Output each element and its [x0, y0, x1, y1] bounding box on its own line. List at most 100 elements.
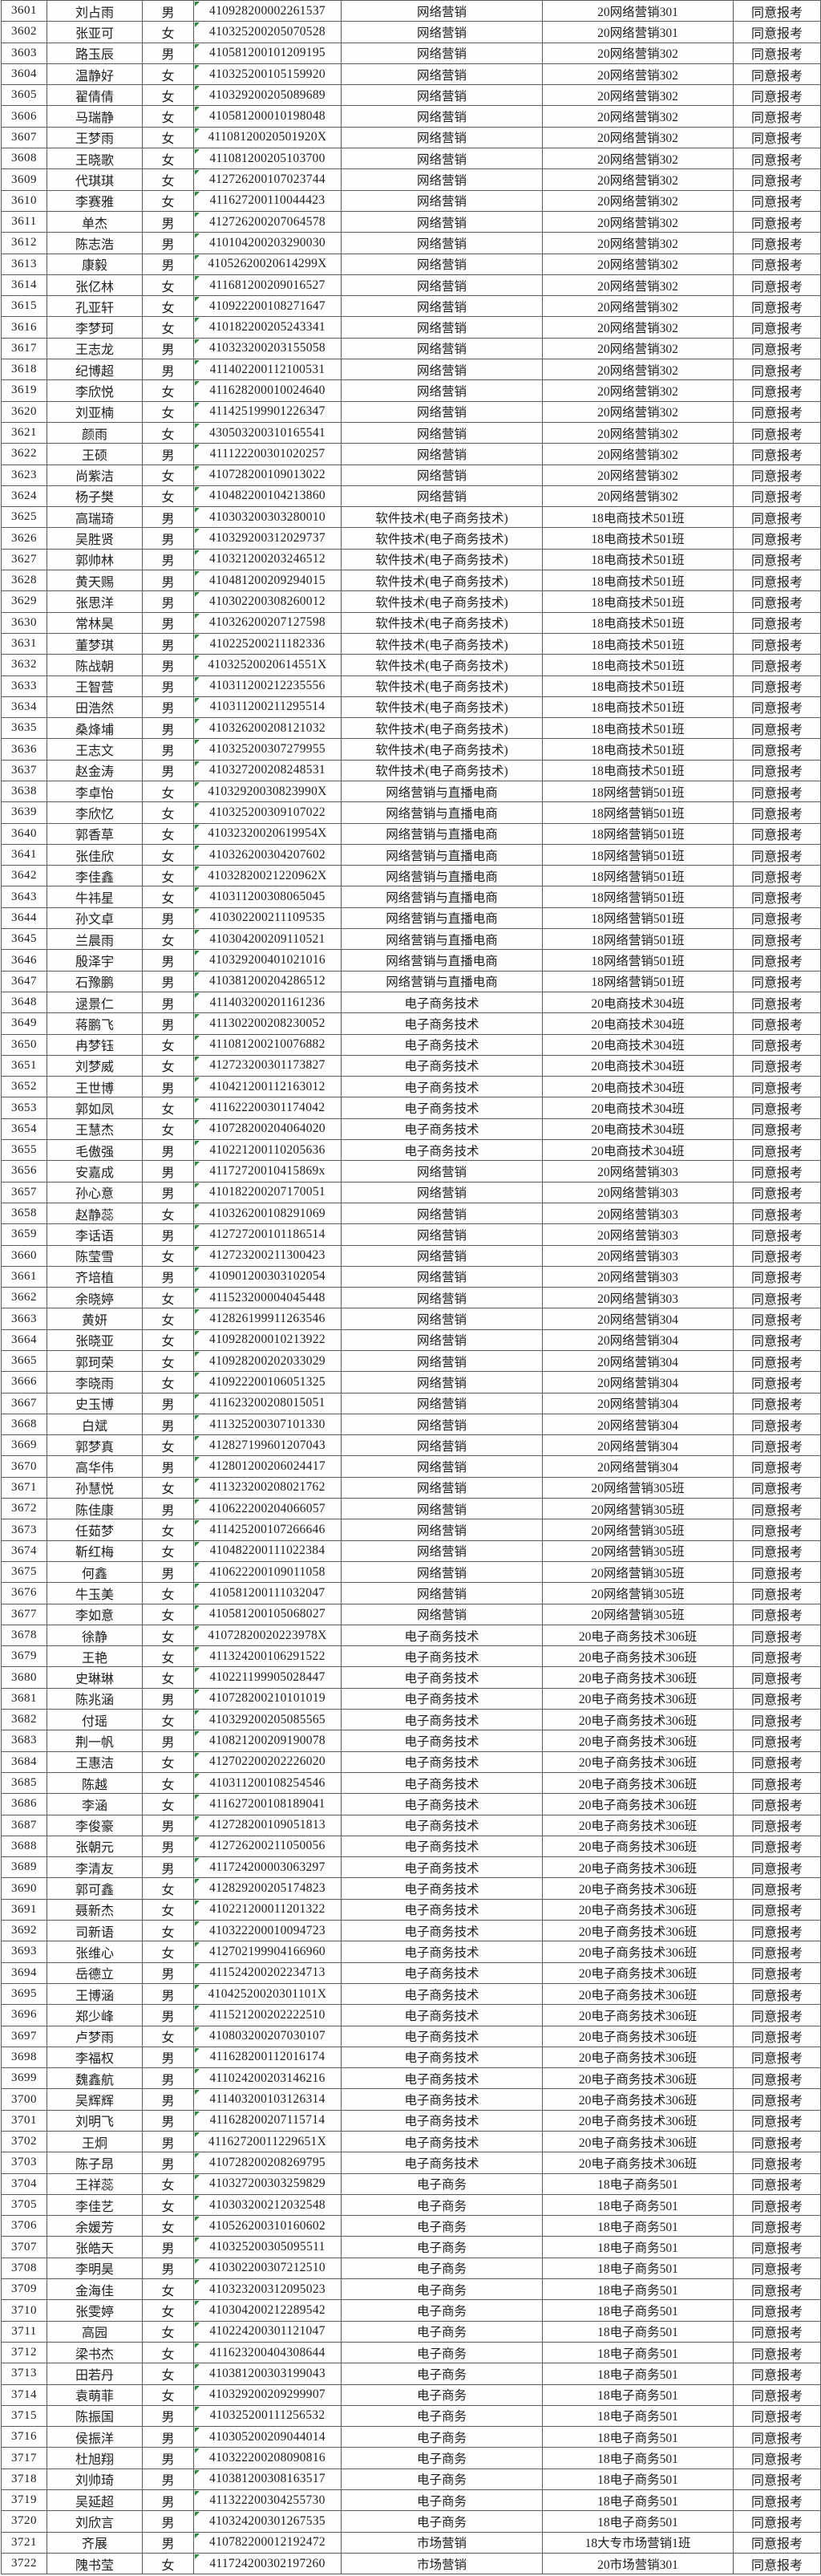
cell-approval-status[interactable]: 同意报考: [733, 527, 821, 550]
cell-student-name[interactable]: 桑烽埔: [47, 717, 143, 740]
cell-student-name[interactable]: 张思洋: [47, 590, 143, 613]
cell-id-number[interactable]: 411627200108189041: [193, 1793, 342, 1815]
cell-approval-status[interactable]: 同意报考: [733, 1709, 821, 1731]
cell-approval-status[interactable]: 同意报考: [733, 443, 821, 465]
cell-student-name[interactable]: 赵静蕊: [47, 1202, 143, 1225]
cell-id-number[interactable]: 411122200301020257: [193, 443, 342, 465]
cell-row-number[interactable]: 3660: [1, 1244, 47, 1267]
cell-class[interactable]: 20网络营销305班: [542, 1560, 734, 1584]
cell-row-number[interactable]: 3722: [1, 2552, 47, 2575]
cell-student-name[interactable]: 兰晨雨: [47, 928, 143, 951]
cell-approval-status[interactable]: 同意报考: [733, 2193, 821, 2217]
cell-student-name[interactable]: 李佳鑫: [47, 865, 143, 887]
cell-major[interactable]: 电子商务: [341, 2363, 543, 2385]
cell-class[interactable]: 18电子商务501: [542, 2193, 734, 2217]
cell-id-number[interactable]: 412726200107023744: [193, 168, 342, 191]
cell-row-number[interactable]: 3678: [1, 1624, 47, 1647]
cell-student-name[interactable]: 陈越: [47, 1771, 143, 1795]
cell-id-number[interactable]: 41042520020301101X: [193, 1982, 342, 2006]
cell-gender[interactable]: 男: [142, 1560, 194, 1584]
cell-student-name[interactable]: 陈兆涵: [47, 1687, 143, 1710]
cell-approval-status[interactable]: 同意报考: [733, 1139, 821, 1162]
cell-id-number[interactable]: 411627200110044423: [193, 189, 342, 212]
cell-id-number[interactable]: 410311200211295514: [193, 696, 342, 719]
cell-row-number[interactable]: 3601: [1, 0, 47, 22]
cell-major[interactable]: 网络营销: [341, 1519, 543, 1541]
cell-class[interactable]: 20网络营销302: [542, 316, 734, 339]
cell-row-number[interactable]: 3695: [1, 1982, 47, 2006]
cell-class[interactable]: 20电子商务技术306班: [542, 2109, 734, 2132]
cell-approval-status[interactable]: 同意报考: [733, 843, 821, 866]
cell-class[interactable]: 20网络营销302: [542, 42, 734, 64]
cell-major[interactable]: 电子商务技术: [341, 1139, 543, 1162]
cell-id-number[interactable]: 410311200108254546: [193, 1771, 342, 1795]
cell-approval-status[interactable]: 同意报考: [733, 400, 821, 423]
cell-approval-status[interactable]: 同意报考: [733, 63, 821, 86]
cell-row-number[interactable]: 3676: [1, 1582, 47, 1604]
cell-student-name[interactable]: 冉梦钰: [47, 1033, 143, 1056]
cell-id-number[interactable]: 41108120020501920X: [193, 126, 342, 149]
cell-gender[interactable]: 男: [142, 991, 194, 1014]
cell-gender[interactable]: 男: [142, 675, 194, 697]
cell-gender[interactable]: 男: [142, 632, 194, 655]
cell-id-number[interactable]: 41032520020614551X: [193, 654, 342, 676]
cell-major[interactable]: 网络营销: [341, 1244, 543, 1267]
cell-class[interactable]: 18电商技术501班: [542, 611, 734, 634]
cell-class[interactable]: 18电子商务501: [542, 2257, 734, 2280]
cell-id-number[interactable]: 410821200209190078: [193, 1730, 342, 1752]
cell-gender[interactable]: 男: [142, 527, 194, 550]
cell-major[interactable]: 电子商务: [341, 2278, 543, 2301]
cell-gender[interactable]: 女: [142, 2278, 194, 2301]
cell-student-name[interactable]: 刘欣言: [47, 2510, 143, 2533]
cell-student-name[interactable]: 陈莹雪: [47, 1244, 143, 1267]
cell-student-name[interactable]: 王艳: [47, 1645, 143, 1668]
cell-class[interactable]: 18电子商务501: [542, 2320, 734, 2343]
cell-gender[interactable]: 女: [142, 1519, 194, 1541]
cell-row-number[interactable]: 3703: [1, 2152, 47, 2174]
cell-student-name[interactable]: 刘亚楠: [47, 400, 143, 423]
cell-row-number[interactable]: 3608: [1, 148, 47, 170]
cell-approval-status[interactable]: 同意报考: [733, 991, 821, 1014]
cell-major[interactable]: 电子商务: [341, 2299, 543, 2322]
cell-student-name[interactable]: 蒋鹏飞: [47, 1012, 143, 1035]
cell-class[interactable]: 20电子商务技术306班: [542, 1941, 734, 1963]
cell-student-name[interactable]: 陈战朝: [47, 654, 143, 676]
cell-student-name[interactable]: 殷泽宇: [47, 949, 143, 972]
cell-student-name[interactable]: 张雯婷: [47, 2299, 143, 2322]
cell-gender[interactable]: 男: [142, 210, 194, 233]
cell-row-number[interactable]: 3623: [1, 464, 47, 486]
cell-approval-status[interactable]: 同意报考: [733, 780, 821, 803]
cell-class[interactable]: 18电商技术501班: [542, 675, 734, 697]
cell-student-name[interactable]: 白斌: [47, 1413, 143, 1436]
cell-student-name[interactable]: 刘明飞: [47, 2109, 143, 2132]
cell-gender[interactable]: 男: [142, 1265, 194, 1288]
cell-row-number[interactable]: 3708: [1, 2257, 47, 2280]
cell-gender[interactable]: 女: [142, 2172, 194, 2195]
cell-approval-status[interactable]: 同意报考: [733, 2109, 821, 2132]
cell-gender[interactable]: 男: [142, 548, 194, 571]
cell-id-number[interactable]: 410581200010198048: [193, 105, 342, 128]
cell-class[interactable]: 18网络营销501班: [542, 928, 734, 951]
cell-major[interactable]: 软件技术(电子商务技术): [341, 506, 543, 529]
cell-id-number[interactable]: 410325200305095511: [193, 2236, 342, 2258]
cell-class[interactable]: 20电子商务技术306班: [542, 1877, 734, 1900]
cell-gender[interactable]: 男: [142, 253, 194, 275]
cell-row-number[interactable]: 3652: [1, 1076, 47, 1098]
cell-gender[interactable]: 女: [142, 1645, 194, 1668]
cell-id-number[interactable]: 410182200205243341: [193, 316, 342, 339]
cell-major[interactable]: 电子商务技术: [341, 991, 543, 1014]
cell-approval-status[interactable]: 同意报考: [733, 1582, 821, 1604]
cell-id-number[interactable]: 410581200105068027: [193, 1603, 342, 1625]
cell-class[interactable]: 20网络营销301: [542, 0, 734, 22]
cell-id-number[interactable]: 411623200404308644: [193, 2341, 342, 2364]
cell-major[interactable]: 电子商务: [341, 2510, 543, 2533]
cell-gender[interactable]: 男: [142, 1455, 194, 1478]
cell-gender[interactable]: 男: [142, 611, 194, 634]
cell-id-number[interactable]: 411425200107266646: [193, 1519, 342, 1541]
cell-gender[interactable]: 女: [142, 1793, 194, 1815]
cell-class[interactable]: 20电子商务技术306班: [542, 1814, 734, 1836]
cell-row-number[interactable]: 3690: [1, 1877, 47, 1900]
cell-student-name[interactable]: 王博涵: [47, 1982, 143, 2006]
cell-gender[interactable]: 女: [142, 168, 194, 191]
cell-class[interactable]: 18电商技术501班: [542, 759, 734, 781]
